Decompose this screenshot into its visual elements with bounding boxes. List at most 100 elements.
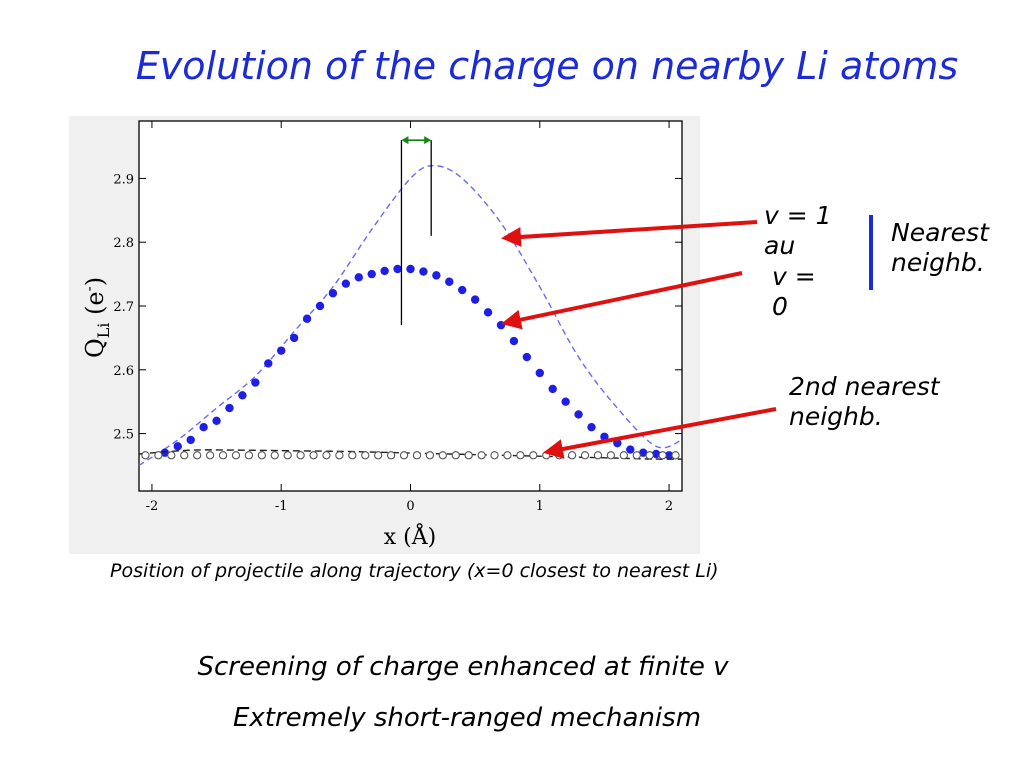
y-ticks: 2.5 2.6 2.7 2.8 2.9	[113, 172, 682, 443]
series-v0-second-point	[658, 451, 667, 460]
series-v0-nearest-point	[328, 289, 338, 298]
series-v0-nearest-point	[470, 295, 480, 304]
series-layer	[138, 164, 683, 467]
series-v0-nearest-point	[419, 267, 428, 276]
series-v0-second-point	[438, 451, 447, 460]
series-v0-nearest-point	[561, 397, 570, 406]
series-v0-nearest-point	[548, 384, 557, 394]
slide-title: Evolution of the charge on nearby Li ato…	[135, 44, 959, 88]
series-v0-nearest-point	[277, 346, 286, 355]
series-v0-nearest-point	[445, 277, 454, 286]
label-v1: v = 1 au	[764, 201, 832, 260]
arrow-v1	[501, 220, 758, 247]
series-v0-nearest-point	[225, 403, 234, 413]
series-v0-second-point	[412, 451, 422, 460]
x-axis-label: x (Å)	[384, 522, 436, 550]
series-v0-nearest-point	[664, 451, 674, 460]
series-v0-nearest-point	[574, 410, 583, 419]
series-v0-second-point	[283, 451, 292, 460]
y-label-q: Q	[81, 338, 109, 358]
series-v0-nearest-point	[651, 449, 661, 459]
series-v0-second-point	[180, 451, 189, 460]
series-v0-second-point	[218, 451, 228, 460]
label-second-neighbor: 2nd nearest neighb.	[789, 372, 940, 431]
label-nearest-neighbor: Nearest neighb.	[891, 218, 989, 277]
series-v0-nearest-point	[496, 320, 506, 330]
series-v0-nearest-point	[458, 285, 467, 295]
series-v0-second-point	[322, 451, 331, 460]
series-v0-second-point	[399, 451, 409, 460]
y-tick-label: 2.6	[113, 364, 134, 379]
series-v0-nearest-point	[587, 423, 596, 432]
series-v0-second-point	[490, 451, 499, 460]
series-v0-second-point	[231, 451, 241, 460]
series-v0-nearest-point	[315, 301, 325, 311]
series-v0-second-point	[309, 451, 318, 460]
series-v0-second-point	[645, 451, 654, 460]
series-v0-second-point	[503, 451, 512, 460]
series-v0-nearest-point	[522, 352, 532, 362]
series-v0-second-point	[374, 451, 383, 460]
series-v0-second-point	[477, 451, 486, 460]
arrow-second-neighbor	[543, 407, 777, 459]
series-v0-second-point	[361, 451, 370, 460]
series-v0-second-point	[296, 451, 305, 460]
series-v0-nearest-point	[354, 273, 363, 282]
x-tick-label: 0	[406, 499, 414, 514]
plot-caption: Position of projectile along trajectory …	[110, 560, 719, 582]
series-v0-nearest-point	[367, 269, 376, 279]
series-v0-nearest-point	[406, 264, 415, 274]
x-tick-label: 2	[665, 499, 673, 514]
series-v0-second-point	[205, 451, 215, 460]
series-v0-nearest-point	[639, 448, 648, 457]
series-v0-second-point	[425, 451, 435, 460]
series-v0-nearest-point	[509, 336, 519, 346]
arrow-v0	[501, 271, 743, 330]
series-v0-second-point	[141, 451, 150, 460]
series-v0-second-point	[619, 451, 628, 460]
label-v0: v = 0	[772, 262, 816, 321]
x-tick-label: 1	[536, 499, 544, 514]
peak-shift-arrowhead-left	[401, 136, 409, 145]
series-v0-second-point	[451, 451, 460, 460]
peak-shift-arrowhead-right	[424, 136, 432, 145]
x-tick-label: -1	[275, 499, 288, 514]
series-v0-second-point	[671, 451, 680, 460]
annotation-layer	[400, 136, 432, 326]
series-v0-nearest-point	[199, 423, 208, 432]
series-v0-nearest-point	[212, 416, 221, 426]
y-label-sup: -	[80, 286, 98, 291]
series-v0-second-point	[555, 451, 564, 460]
y-tick-label: 2.9	[113, 172, 134, 187]
series-v0-nearest-point	[264, 359, 273, 368]
series-v0-second-point	[386, 451, 396, 460]
series-v0-nearest-point	[173, 442, 182, 451]
series-v0-second-point	[593, 451, 603, 460]
series-v0-second-point	[529, 451, 538, 460]
series-v0-nearest-point	[186, 435, 195, 445]
series-v0-second-point	[567, 451, 577, 460]
series-v0-nearest-point	[535, 368, 544, 378]
conclusion-line-2: Extremely short-ranged mechanism	[232, 703, 702, 733]
conclusion-line-1: Screening of charge enhanced at finite v	[197, 652, 729, 682]
series-v0-nearest-point	[302, 314, 312, 323]
series-v0-second-point	[167, 451, 176, 460]
y-tick-label: 2.5	[113, 428, 134, 443]
x-tick-label: -2	[146, 499, 159, 514]
series-v0-nearest-point	[432, 271, 441, 280]
series-v0-second-point	[464, 451, 473, 460]
y-tick-label: 2.7	[113, 300, 134, 315]
series-v0-second-point	[335, 451, 344, 460]
series-v0-nearest-point	[160, 448, 170, 457]
series-v0-nearest-point	[393, 264, 402, 274]
x-ticks: -2 -1 0 1 2	[146, 121, 673, 514]
series-v0-nearest-point	[626, 445, 635, 454]
series-v0-second-point	[257, 451, 266, 460]
series-v0-nearest-point	[238, 391, 247, 400]
series-v0-nearest-point	[380, 266, 389, 276]
series-v0-second-point	[632, 451, 641, 460]
y-tick-label: 2.8	[113, 236, 134, 251]
series-v0-second-point	[270, 451, 279, 460]
series-v0-nearest-point	[251, 378, 260, 387]
